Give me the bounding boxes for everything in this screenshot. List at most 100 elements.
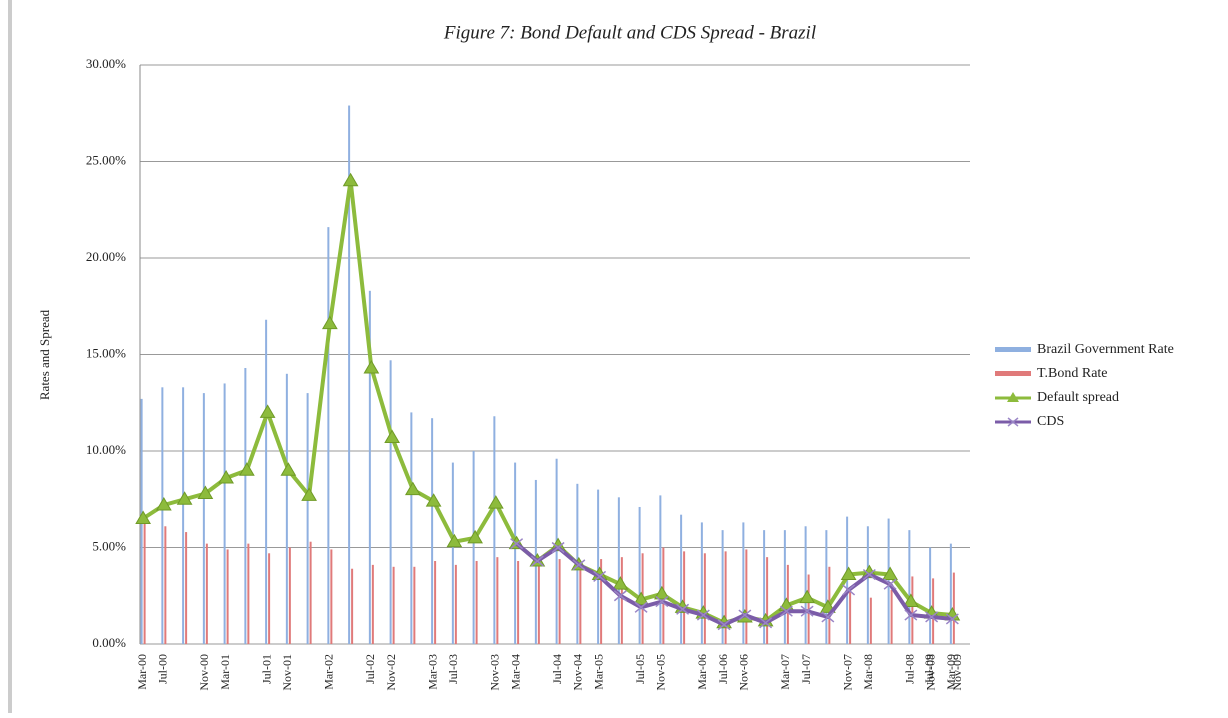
x-tick-label: Jul-01: [259, 654, 273, 684]
marker: [446, 533, 463, 548]
legend-swatch: [995, 347, 1031, 352]
x-tick-label: Mar-00: [135, 654, 149, 690]
legend-label: T.Bond Rate: [1037, 366, 1108, 381]
bar: [265, 319, 268, 644]
bar: [783, 530, 786, 644]
x-tick-label: Nov-07: [840, 654, 854, 691]
x-tick-label: Jul-09: [922, 654, 936, 684]
bar: [514, 462, 517, 644]
marker: [882, 566, 898, 581]
x-tick-label: Nov-04: [571, 654, 585, 691]
bar: [371, 564, 374, 644]
marker: [676, 603, 690, 615]
marker: [593, 570, 607, 583]
bar: [244, 368, 247, 644]
bar: [351, 568, 354, 644]
x-tick-label: Jul-02: [363, 654, 377, 684]
marker: [197, 485, 214, 499]
bar: [493, 416, 496, 644]
bar: [620, 557, 623, 644]
marker: [904, 609, 918, 621]
marker: [301, 487, 317, 501]
bar: [182, 387, 185, 644]
bar: [869, 597, 872, 644]
x-tick-label: Mar-09: [944, 654, 958, 690]
x-tick-label: Jul-04: [550, 654, 564, 684]
bar: [285, 373, 288, 644]
x-tick-label: Nov-01: [280, 654, 294, 691]
x-tick-label: Jul-06: [716, 654, 730, 684]
marker: [280, 462, 297, 476]
x-tick-label: Mar-02: [322, 654, 336, 690]
x-tick-label: Mar-05: [591, 654, 605, 690]
bar: [929, 547, 932, 644]
bar: [766, 557, 769, 644]
marker: [135, 510, 151, 525]
marker: [655, 595, 669, 608]
marker: [653, 585, 670, 600]
y-tick-label: 0.00%: [92, 635, 126, 650]
bar: [306, 393, 309, 644]
x-tick-label: Jul-05: [633, 654, 647, 684]
x-tick-label: Mar-03: [425, 654, 439, 690]
bar: [143, 522, 146, 644]
bar: [745, 549, 748, 644]
bar: [475, 561, 478, 644]
marker: [363, 360, 380, 374]
bar: [680, 514, 683, 644]
marker: [842, 584, 856, 596]
marker: [218, 470, 234, 484]
bar: [205, 543, 208, 644]
y-tick-label: 5.00%: [92, 538, 126, 553]
bar: [579, 561, 582, 644]
x-tick-label: Nov-09: [950, 654, 964, 691]
marker: [799, 589, 815, 604]
legend-marker: [1007, 417, 1019, 427]
bar: [226, 549, 229, 644]
bar: [309, 541, 312, 644]
line: [515, 542, 953, 627]
bar: [638, 506, 641, 644]
x-tick-label: Nov-08: [923, 654, 937, 691]
marker: [238, 462, 255, 476]
bar: [348, 105, 351, 644]
x-tick-label: Mar-08: [861, 654, 875, 690]
chart-title: Figure 7: Bond Default and CDS Spread - …: [443, 22, 816, 43]
x-tick-label: Nov-06: [737, 654, 751, 691]
bar: [617, 497, 620, 644]
page-edge: [8, 0, 12, 713]
bar: [849, 589, 852, 644]
marker: [945, 613, 959, 625]
y-tick-label: 20.00%: [86, 249, 126, 264]
bar: [327, 227, 330, 644]
bar: [537, 562, 540, 644]
marker: [902, 593, 919, 608]
bar: [496, 557, 499, 644]
marker: [342, 172, 359, 187]
bar: [721, 530, 724, 644]
bar: [268, 553, 271, 644]
bar: [703, 553, 706, 644]
bar: [683, 551, 686, 644]
marker: [633, 591, 649, 606]
bar: [558, 559, 561, 644]
x-tick-label: Mar-07: [778, 654, 792, 690]
bar: [368, 290, 371, 644]
bar: [517, 561, 520, 644]
marker: [259, 404, 276, 418]
bar: [887, 518, 890, 644]
y-tick-label: 25.00%: [86, 152, 126, 167]
bar: [911, 576, 914, 644]
x-tick-label: Mar-04: [508, 654, 522, 690]
legend-marker: [1007, 392, 1019, 402]
marker: [155, 497, 172, 511]
bar: [763, 530, 766, 644]
marker: [510, 538, 524, 550]
bar: [908, 530, 911, 644]
marker: [384, 429, 400, 443]
x-tick-label: Nov-00: [197, 654, 211, 691]
legend-swatch: [995, 371, 1031, 376]
marker: [800, 605, 814, 617]
x-tick-label: Jul-00: [156, 654, 170, 684]
marker: [404, 481, 421, 496]
